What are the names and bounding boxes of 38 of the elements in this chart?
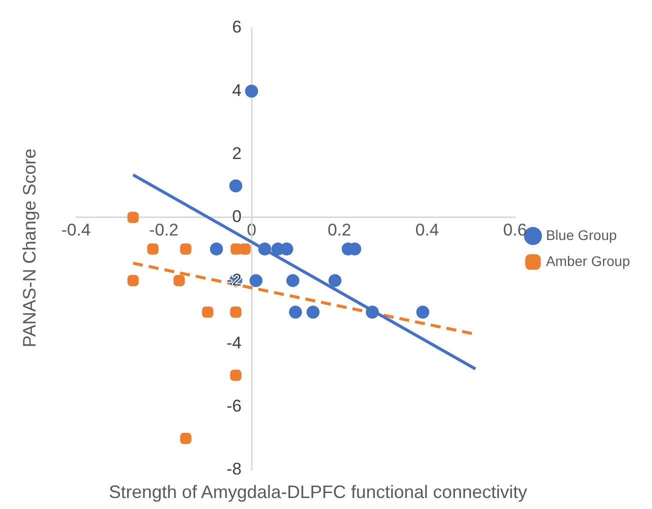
point [127, 274, 139, 286]
y-tick-label: 6 [232, 18, 242, 37]
point [288, 306, 302, 319]
point [210, 242, 223, 256]
x-tick-label: -0.4 [61, 220, 91, 240]
point [286, 274, 300, 288]
y-tick-label: -8 [226, 460, 242, 479]
y-tick-label: 4 [232, 80, 242, 100]
point [328, 274, 342, 288]
point [180, 243, 192, 255]
y-axis-title: PANAS-N Change Score [20, 148, 40, 348]
point [180, 432, 192, 444]
y-tick-label: -6 [226, 396, 242, 416]
point [239, 243, 251, 255]
y-tick-label: 0 [232, 207, 242, 226]
x-tick-label: 0.4 [415, 220, 439, 240]
y-tick-label: -4 [226, 333, 242, 352]
x-tick-label: 0.2 [328, 220, 352, 240]
y-tick-label: 2 [232, 144, 242, 163]
point [202, 306, 214, 318]
legend-label: Blue Group [546, 226, 617, 243]
point [258, 242, 272, 256]
point [245, 84, 258, 98]
point [230, 370, 242, 381]
point [366, 306, 379, 319]
x-axis-title: Strength of Amygdala-DLPFC functional connectivity [108, 482, 528, 503]
point [306, 306, 320, 319]
point [147, 243, 158, 255]
point [127, 212, 139, 224]
x-tick-label: 0.6 [503, 220, 527, 240]
point [230, 306, 242, 318]
point [229, 179, 242, 192]
point [249, 274, 262, 288]
point [280, 242, 294, 256]
legend-label: Amber Group [546, 252, 630, 269]
point [416, 306, 430, 319]
point [174, 274, 185, 286]
x-tick-label: -0.2 [149, 220, 178, 240]
